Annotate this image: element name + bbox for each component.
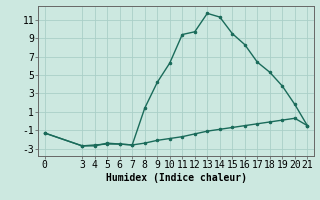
X-axis label: Humidex (Indice chaleur): Humidex (Indice chaleur) [106,173,246,183]
